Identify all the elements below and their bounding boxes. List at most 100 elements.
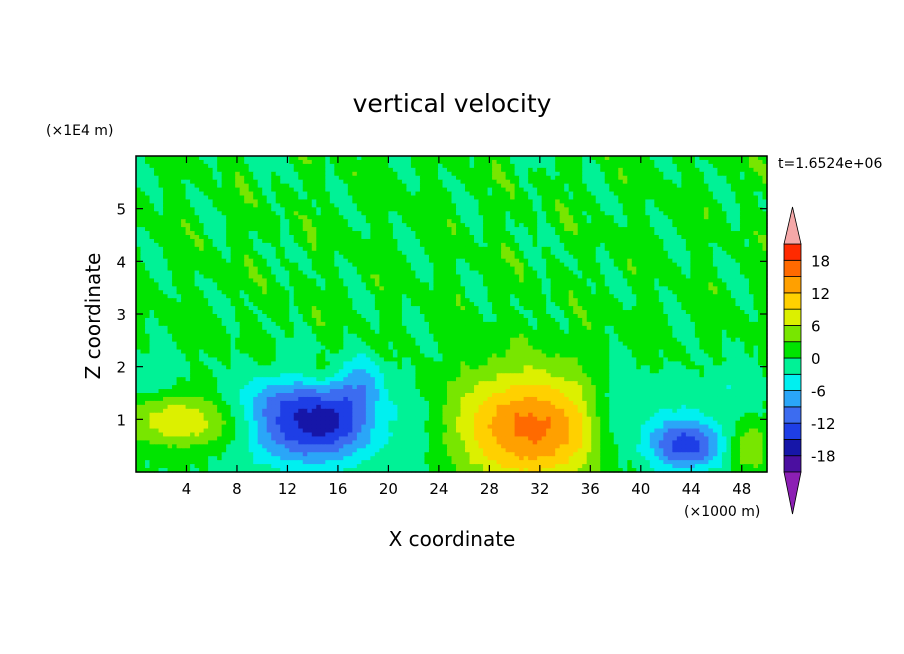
- contour-cell: [492, 156, 498, 161]
- contour-cell: [320, 242, 326, 248]
- contour-cell: [401, 227, 408, 232]
- contour-cell: [735, 203, 741, 208]
- contour-cell: [352, 254, 358, 260]
- contour-cell: [523, 278, 529, 283]
- contour-cell: [649, 235, 655, 240]
- contour-cell: [136, 246, 142, 252]
- contour-cell: [595, 278, 601, 283]
- contour-cell: [465, 156, 471, 161]
- contour-cell: [721, 195, 728, 201]
- contour-cell: [194, 274, 200, 280]
- contour-cell: [658, 179, 664, 185]
- contour-cell: [604, 175, 610, 181]
- contour-cell: [307, 207, 313, 212]
- contour-cell: [532, 278, 538, 283]
- contour-cell: [176, 183, 182, 189]
- contour-cell: [275, 183, 281, 189]
- contour-cell: [451, 242, 457, 248]
- contour-cell: [140, 227, 146, 232]
- contour-cell: [140, 199, 146, 204]
- contour-cell: [230, 227, 236, 232]
- contour-cell: [424, 270, 430, 276]
- contour-cell: [582, 156, 588, 161]
- contour-cell: [383, 282, 389, 287]
- contour-cell: [532, 156, 538, 161]
- contour-cell: [636, 211, 642, 216]
- contour-cell: [654, 203, 660, 208]
- contour-cell: [433, 211, 439, 216]
- contour-cell: [681, 262, 687, 268]
- contour-cell: [181, 207, 187, 212]
- contour-cell: [510, 274, 516, 280]
- contour-cell: [501, 246, 507, 252]
- contour-cell: [428, 242, 435, 248]
- contour-cell: [672, 211, 678, 216]
- contour-cell: [537, 167, 543, 173]
- contour-cell: [541, 286, 547, 291]
- contour-cell: [181, 282, 187, 287]
- contour-cell: [311, 250, 317, 256]
- contour-cell: [487, 215, 493, 220]
- contour-cell: [609, 175, 615, 181]
- contour-cell: [374, 262, 380, 268]
- contour-cell: [352, 199, 358, 204]
- contour-cell: [239, 171, 245, 177]
- contour-cell: [433, 215, 439, 220]
- contour-cell: [460, 159, 466, 165]
- contour-cell: [383, 274, 389, 280]
- contour-cell: [343, 187, 349, 193]
- contour-cell: [622, 159, 628, 165]
- contour-cell: [523, 250, 529, 256]
- contour-cell: [208, 211, 214, 216]
- contour-cell: [654, 187, 660, 193]
- contour-cell: [289, 156, 295, 161]
- contour-cell: [483, 191, 489, 197]
- contour-cell: [140, 195, 146, 201]
- contour-cell: [672, 219, 678, 224]
- contour-cell: [573, 235, 579, 240]
- contour-cell: [203, 238, 209, 244]
- contour-cell: [253, 156, 259, 161]
- contour-cell: [744, 203, 750, 208]
- contour-cell: [663, 171, 669, 177]
- contour-cell: [703, 219, 710, 224]
- contour-cell: [528, 199, 534, 204]
- contour-cell: [190, 175, 196, 181]
- contour-cell: [640, 163, 646, 169]
- contour-cell: [564, 246, 570, 252]
- contour-cell: [325, 242, 331, 248]
- contour-cell: [595, 254, 601, 260]
- contour-cell: [302, 175, 308, 181]
- contour-cell: [667, 254, 673, 260]
- contour-cell: [523, 238, 529, 244]
- contour-cell: [145, 156, 151, 161]
- contour-cell: [320, 175, 326, 181]
- contour-cell: [239, 290, 245, 295]
- contour-cell: [514, 282, 520, 287]
- contour-cell: [338, 246, 344, 252]
- contour-cell: [298, 219, 304, 224]
- contour-cell: [501, 203, 507, 208]
- contour-cell: [559, 211, 565, 216]
- contour-cell: [645, 219, 651, 224]
- contour-cell: [383, 199, 389, 204]
- contour-cell: [717, 171, 723, 177]
- contour-cell: [226, 183, 232, 189]
- contour-cell: [649, 246, 655, 252]
- contour-cell: [311, 278, 317, 283]
- contour-cell: [289, 211, 295, 216]
- contour-cell: [613, 183, 619, 189]
- contour-cell: [717, 266, 723, 272]
- contour-cell: [703, 191, 710, 197]
- contour-cell: [586, 238, 592, 244]
- contour-cell: [424, 167, 430, 173]
- contour-cell: [136, 215, 142, 220]
- contour-cell: [176, 294, 182, 299]
- contour-cell: [483, 215, 489, 220]
- contour-cell: [140, 211, 146, 216]
- contour-cell: [163, 199, 169, 204]
- contour-cell: [424, 294, 430, 299]
- contour-cell: [190, 195, 196, 201]
- contour-cell: [275, 215, 281, 220]
- contour-cell: [582, 219, 588, 224]
